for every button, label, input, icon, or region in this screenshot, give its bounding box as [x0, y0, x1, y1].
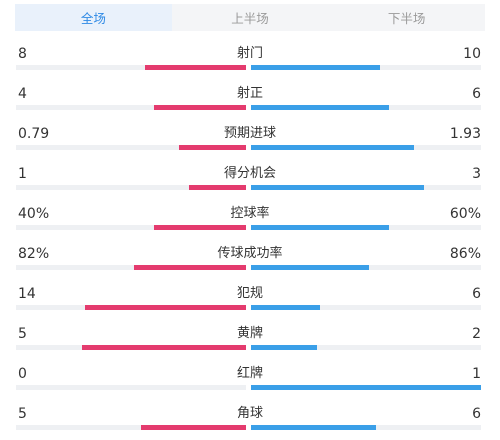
home-bar: [141, 425, 246, 430]
away-value: 2: [472, 326, 481, 342]
stat-row: 5 角球 6: [0, 400, 500, 440]
away-bar-track: [251, 145, 481, 150]
stats-list: 8 射门 10 4 射正 6 0.79 预期进球 1.93 1 得分机会 3 40% 控球率 60% 82% 传…: [0, 40, 500, 440]
home-bar-track: [16, 265, 246, 270]
stat-label: 控球率: [230, 206, 270, 221]
stat-row: 4 射正 6: [0, 80, 500, 120]
stat-row: 8 射门 10: [0, 40, 500, 80]
stat-row: 0 红牌 1: [0, 360, 500, 400]
home-bar-track: [16, 425, 246, 430]
stat-row: 14 犯规 6: [0, 280, 500, 320]
away-value: 6: [472, 86, 481, 102]
stat-row: 5 黄牌 2: [0, 320, 500, 360]
home-bar: [154, 105, 246, 110]
home-bar: [188, 185, 246, 190]
away-value: 6: [472, 286, 481, 302]
tab-second-half[interactable]: 下半场: [387, 11, 426, 26]
stat-label: 射门: [236, 46, 263, 61]
tab-first-half[interactable]: 上半场: [231, 11, 269, 26]
away-bar: [251, 225, 389, 230]
stat-label: 角球: [236, 406, 263, 421]
away-bar: [251, 425, 377, 430]
away-value: 86%: [449, 246, 481, 262]
home-bar-track: [16, 65, 246, 70]
away-bar: [251, 385, 481, 390]
away-value: 10: [463, 46, 481, 62]
away-bar-track: [251, 345, 481, 350]
stat-row: 82% 传球成功率 86%: [0, 240, 500, 280]
home-value: 14: [18, 286, 36, 302]
home-bar-track: [16, 185, 246, 190]
away-value: 6: [472, 406, 481, 422]
home-bar: [85, 305, 246, 310]
home-value: 4: [18, 86, 27, 102]
tab-full-match[interactable]: 全场: [15, 4, 172, 31]
away-bar-track: [251, 425, 481, 430]
stat-label: 预期进球: [223, 126, 276, 141]
away-bar-track: [251, 385, 481, 390]
home-bar: [81, 345, 246, 350]
away-value: 60%: [449, 206, 481, 222]
away-bar-track: [251, 105, 481, 110]
stat-label: 传球成功率: [217, 246, 283, 261]
home-value: 0: [18, 366, 27, 382]
home-bar: [154, 225, 246, 230]
away-bar-track: [251, 65, 481, 70]
away-bar: [251, 305, 320, 310]
away-bar: [251, 65, 380, 70]
stat-label: 犯规: [236, 286, 263, 301]
home-bar: [133, 265, 246, 270]
stat-label: 射正: [236, 86, 263, 101]
home-bar-track: [16, 305, 246, 310]
home-bar-track: [16, 225, 246, 230]
home-value: 1: [18, 166, 27, 182]
home-bar: [179, 145, 246, 150]
away-value: 3: [472, 166, 481, 182]
stat-row: 40% 控球率 60%: [0, 200, 500, 240]
away-value: 1: [472, 366, 481, 382]
away-bar: [251, 345, 317, 350]
away-bar: [251, 145, 415, 150]
away-bar: [251, 105, 389, 110]
home-bar-track: [16, 345, 246, 350]
home-bar-track: [16, 105, 246, 110]
home-value: 40%: [18, 206, 50, 222]
away-bar-track: [251, 305, 481, 310]
home-value: 8: [18, 46, 27, 62]
away-bar-track: [251, 185, 481, 190]
home-bar: [144, 65, 246, 70]
away-bar: [251, 185, 424, 190]
away-value: 1.93: [449, 126, 481, 142]
stat-row: 1 得分机会 3: [0, 160, 500, 200]
stat-label: 红牌: [236, 366, 263, 381]
stat-row: 0.79 预期进球 1.93: [0, 120, 500, 160]
home-bar-track: [16, 385, 246, 390]
period-tabs: 全场 上半场 下半场: [15, 4, 485, 31]
stat-label: 得分机会: [223, 166, 276, 181]
away-bar-track: [251, 225, 481, 230]
away-bar-track: [251, 265, 481, 270]
home-value: 5: [18, 406, 27, 422]
home-value: 0.79: [18, 126, 50, 142]
away-bar: [251, 265, 369, 270]
home-value: 82%: [18, 246, 50, 262]
home-value: 5: [18, 326, 27, 342]
stat-label: 黄牌: [236, 326, 263, 341]
home-bar-track: [16, 145, 246, 150]
